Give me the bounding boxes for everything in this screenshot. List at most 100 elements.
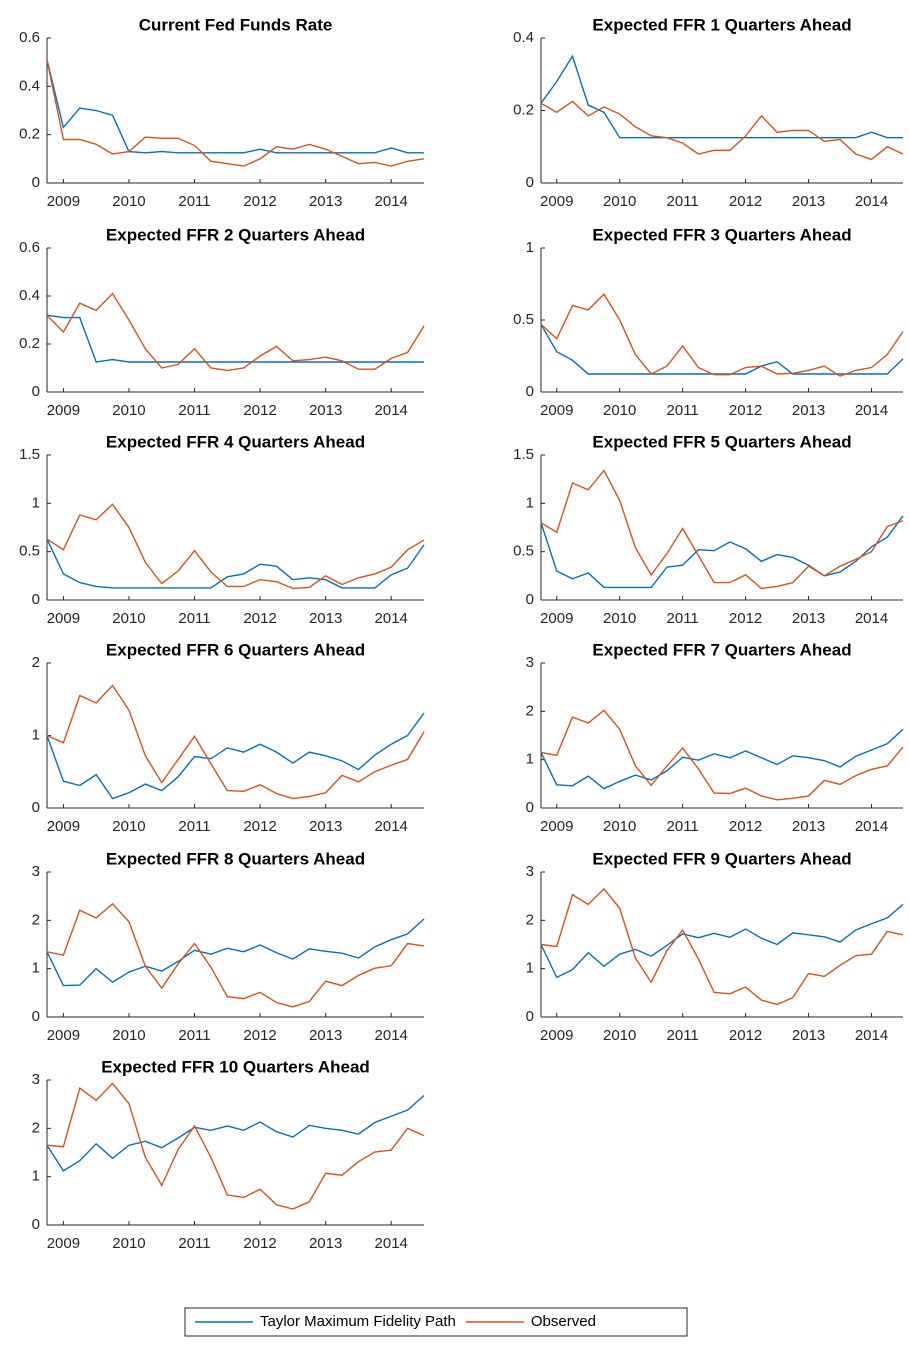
x-tick-label: 2011: [178, 402, 210, 419]
series-line: [46, 59, 424, 154]
x-tick-label: 2012: [729, 193, 762, 210]
series-line: [540, 323, 904, 375]
x-tick-label: 2014: [375, 402, 408, 419]
y-tick-label: 3: [526, 654, 534, 671]
x-tick-label: 2010: [112, 1027, 145, 1044]
x-tick-label: 2014: [855, 193, 888, 210]
x-tick-label: 2009: [47, 1027, 80, 1044]
chart-title: Expected FFR 8 Quarters Ahead: [106, 849, 365, 868]
y-tick-label: 0.2: [19, 335, 40, 352]
x-tick-label: 2010: [603, 610, 636, 627]
series-line: [540, 54, 903, 139]
y-tick-label: 1.5: [19, 446, 40, 463]
series-line: [540, 100, 904, 161]
series-line: [540, 469, 904, 590]
x-tick-label: 2011: [667, 610, 699, 627]
y-tick-label: 2: [526, 702, 534, 719]
x-tick-label: 2013: [792, 1027, 825, 1044]
series-line: [46, 902, 425, 1008]
x-tick-label: 2012: [243, 193, 276, 210]
x-tick-label: 2013: [309, 818, 342, 835]
legend-box: [184, 1307, 688, 1337]
x-tick-label: 2010: [603, 402, 636, 419]
x-tick-label: 2014: [375, 1235, 408, 1252]
y-tick-label: 1: [526, 494, 534, 511]
x-tick-label: 2012: [243, 818, 276, 835]
legend: Taylor Maximum Fidelity Path Observed: [184, 1307, 688, 1337]
subplot: Expected FFR 2 Quarters Ahead 0 0.2 0.4 0.6 2…: [19, 225, 425, 419]
series-line: [46, 684, 425, 800]
chart-title: Expected FFR 6 Quarters Ahead: [106, 640, 365, 659]
y-tick-label: 0: [526, 174, 534, 191]
x-tick-label: 2011: [667, 818, 699, 835]
x-tick-label: 2010: [112, 193, 145, 210]
y-tick-label: 1: [32, 960, 40, 977]
x-tick-label: 2013: [309, 1027, 342, 1044]
y-tick-label: 1: [32, 726, 40, 743]
y-tick-label: 0: [526, 1008, 534, 1025]
chart-title: Expected FFR 4 Quarters Ahead: [106, 432, 365, 451]
chart-title: Expected FFR 9 Quarters Ahead: [592, 849, 851, 868]
y-tick-label: 1.5: [513, 446, 534, 463]
x-tick-label: 2013: [309, 610, 342, 627]
series-line: [46, 918, 425, 987]
subplot: Expected FFR 7 Quarters Ahead 0 1 2 3 2009 201…: [526, 640, 904, 835]
x-tick-label: 2009: [47, 610, 80, 627]
y-tick-label: 1: [526, 751, 534, 768]
series-line: [46, 59, 425, 167]
legend-label: Taylor Maximum Fidelity Path: [260, 1313, 456, 1330]
y-tick-label: 2: [526, 911, 534, 928]
series-line: [540, 903, 904, 979]
x-tick-label: 2009: [540, 818, 573, 835]
chart-title: Expected FFR 1 Quarters Ahead: [592, 15, 851, 34]
x-tick-label: 2010: [112, 1235, 145, 1252]
x-tick-label: 2012: [243, 1027, 276, 1044]
x-tick-label: 2009: [47, 402, 80, 419]
y-tick-label: 0: [32, 799, 40, 816]
x-tick-label: 2010: [112, 818, 145, 835]
y-tick-label: 0: [526, 591, 534, 608]
x-tick-label: 2013: [309, 193, 342, 210]
series-line: [46, 503, 425, 590]
y-tick-label: 0.5: [513, 311, 534, 328]
subplot: Expected FFR 1 Quarters Ahead 0 0.2 0.4 2009…: [513, 15, 904, 210]
subplot: Expected FFR 10 Quarters Ahead 0 1 2 3 2009 20…: [32, 1057, 425, 1252]
y-tick-label: 2: [32, 654, 40, 671]
y-tick-label: 3: [32, 1071, 40, 1088]
y-tick-label: 2: [32, 911, 40, 928]
x-tick-label: 2011: [178, 1235, 210, 1252]
x-tick-label: 2009: [540, 402, 573, 419]
y-tick-label: 3: [32, 863, 40, 880]
series-line: [540, 515, 904, 589]
x-tick-label: 2013: [792, 610, 825, 627]
x-tick-label: 2012: [243, 1235, 276, 1252]
subplot: Expected FFR 5 Quarters Ahead 0 0.5 1 1.5 200…: [513, 432, 904, 627]
series-line: [540, 292, 904, 377]
series-line: [46, 712, 425, 800]
x-tick-label: 2014: [855, 402, 888, 419]
x-tick-label: 2012: [729, 1027, 762, 1044]
x-tick-label: 2013: [792, 402, 825, 419]
y-tick-label: 0: [32, 1008, 40, 1025]
x-tick-label: 2013: [792, 193, 825, 210]
y-tick-label: 0: [32, 591, 40, 608]
series-line: [46, 1094, 425, 1172]
x-tick-label: 2009: [540, 1027, 573, 1044]
x-tick-label: 2011: [178, 818, 210, 835]
x-tick-label: 2009: [540, 610, 573, 627]
x-tick-label: 2013: [309, 402, 342, 419]
x-tick-label: 2011: [667, 402, 699, 419]
x-tick-label: 2009: [47, 193, 80, 210]
y-tick-label: 1: [526, 960, 534, 977]
x-tick-label: 2010: [603, 1027, 636, 1044]
chart-title: Expected FFR 2 Quarters Ahead: [106, 225, 365, 244]
y-tick-label: 1: [32, 494, 40, 511]
x-tick-label: 2014: [375, 193, 408, 210]
legend-label: Observed: [531, 1313, 596, 1330]
y-tick-label: 0.2: [513, 101, 534, 118]
series-line: [46, 314, 424, 363]
x-tick-label: 2012: [729, 402, 762, 419]
x-tick-label: 2013: [792, 818, 825, 835]
y-tick-label: 0: [526, 383, 534, 400]
